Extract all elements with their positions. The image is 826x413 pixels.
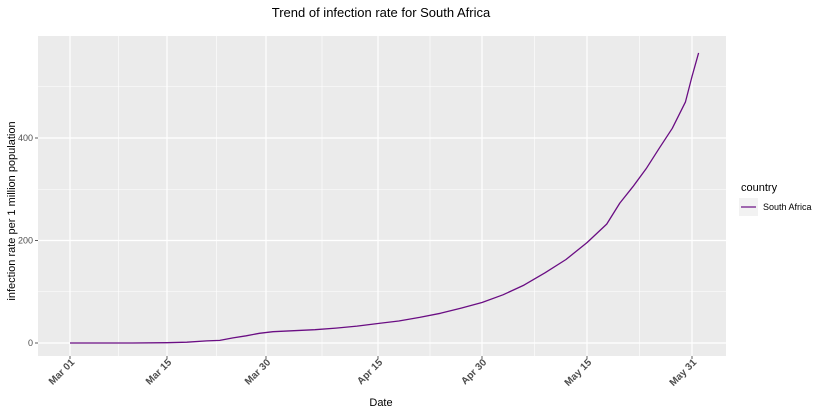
chart-title: Trend of infection rate for South Africa: [272, 5, 491, 20]
x-tick-label: Mar 15: [144, 357, 174, 387]
y-tick-label: 0: [28, 338, 33, 348]
legend-title: country: [741, 182, 778, 194]
legend-label-south-africa: South Africa: [763, 202, 812, 212]
x-tick-label: May 15: [563, 357, 595, 389]
x-tick-label: Apr 15: [355, 357, 385, 387]
series-line-south-africa: [70, 52, 700, 344]
x-tick-label: Apr 30: [459, 357, 489, 387]
series-layer: [70, 52, 700, 344]
y-axis-title: infection rate per 1 million population: [6, 121, 18, 300]
x-tick-label: May 31: [668, 357, 700, 389]
x-tick-label: Mar 01: [47, 357, 77, 387]
plot-panel: [38, 36, 726, 356]
legend: country South Africa: [739, 182, 812, 216]
y-tick-label: 200: [18, 236, 33, 246]
x-axis-ticks: Mar 01 Mar 15 Mar 30 Apr 15 Apr 30 May 15 May …: [47, 356, 699, 389]
y-tick-label: 400: [18, 133, 33, 143]
x-tick-label: Mar 30: [243, 357, 273, 387]
y-axis-ticks: 0 200 400: [18, 133, 38, 348]
x-axis-title: Date: [369, 397, 392, 409]
